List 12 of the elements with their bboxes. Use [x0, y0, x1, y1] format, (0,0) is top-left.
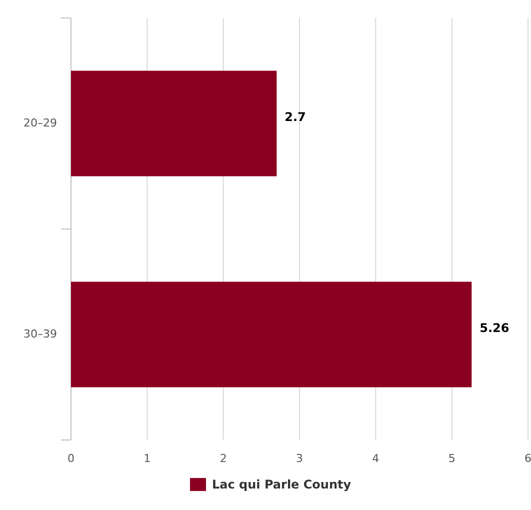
x-tick-label: 5: [448, 452, 456, 465]
x-tick-label: 2: [220, 452, 227, 465]
x-tick-label: 4: [372, 452, 380, 465]
x-tick-label: 0: [68, 452, 74, 465]
data-label: 5.26: [480, 320, 510, 335]
x-tick-label: 3: [296, 452, 303, 465]
x-tick-label: 6: [524, 452, 531, 465]
x-tick-label: 1: [144, 452, 151, 465]
y-tick-label: 20–29: [24, 116, 57, 130]
legend-label: Lac qui Parle County: [212, 477, 352, 492]
y-tick-label: 30–39: [24, 328, 57, 341]
data-label: 2.7: [284, 110, 306, 124]
